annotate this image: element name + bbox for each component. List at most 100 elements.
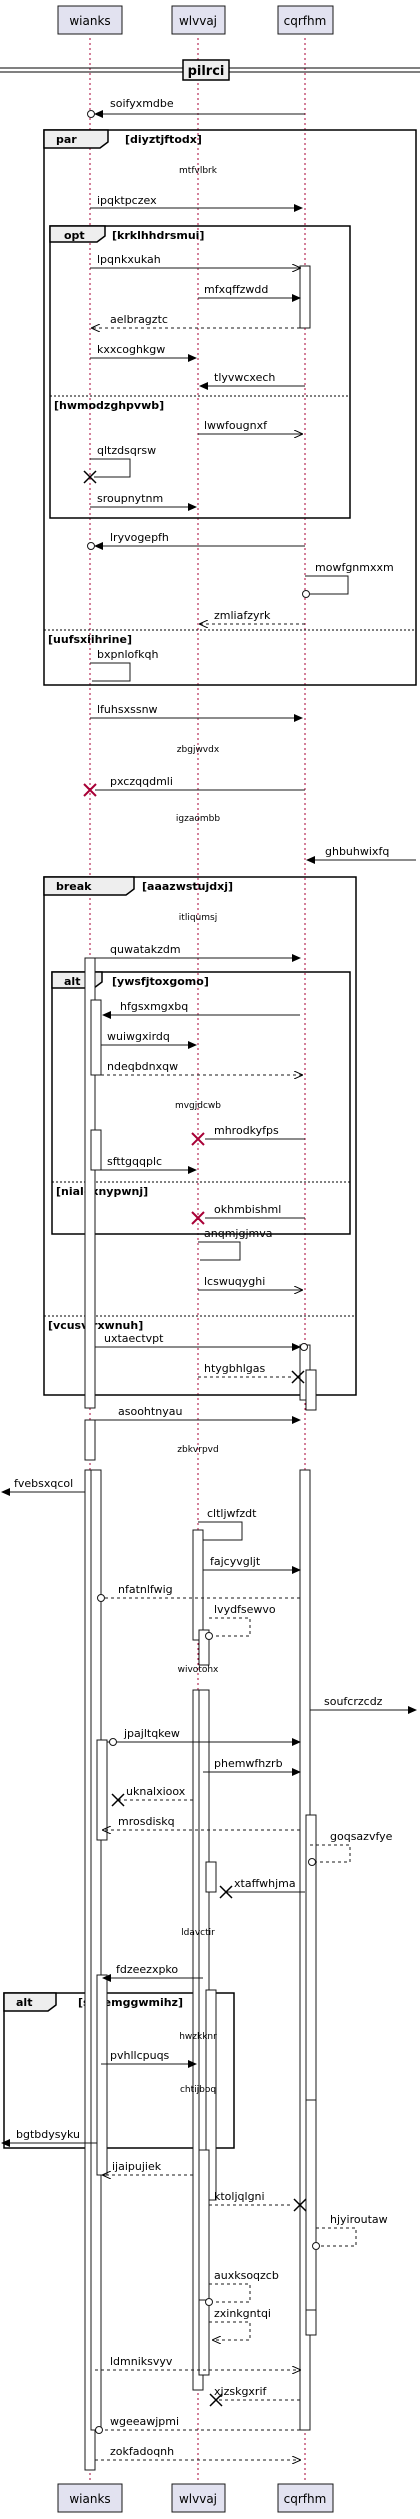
message-label: pxczqqdmli xyxy=(110,775,173,788)
note-text: wivotohx xyxy=(178,1665,219,1675)
message-label: phemwfhzrb xyxy=(214,1757,283,1770)
note-text: itliqumsj xyxy=(179,913,217,923)
message-label: bgtbdysyku xyxy=(16,2128,80,2141)
activations xyxy=(84,265,317,2471)
destroy-marks xyxy=(83,470,307,2407)
message-label: uxtaectvpt xyxy=(104,1332,164,1345)
fragment-par xyxy=(43,129,417,686)
fragment-guard: [diyztjftodx] xyxy=(125,133,202,146)
note-text: ldavctir xyxy=(181,1928,215,1938)
message-label: ktoljqlgni xyxy=(214,2190,265,2203)
fragment-kind: par xyxy=(56,133,77,146)
participant-box[interactable] xyxy=(171,2483,226,2513)
message-label: fajcyvgljt xyxy=(210,1555,261,1568)
message-label: wuiwgxirdq xyxy=(107,1030,170,1043)
fragment-opt xyxy=(49,225,351,519)
message-label: fdzeezxpko xyxy=(116,1963,178,1976)
title-divider: pilrci xyxy=(0,59,420,81)
note-text: hwzkknr xyxy=(179,2032,217,2042)
message-label: uknalxioox xyxy=(126,1785,186,1798)
fragment-kind: break xyxy=(56,880,92,893)
message-label: lcswuqyghi xyxy=(204,1275,265,1288)
message-label: zokfadoqnh xyxy=(110,2445,174,2458)
message-label: zmliafzyrk xyxy=(214,609,271,622)
message-label: mrosdiskq xyxy=(118,1815,175,1828)
message-label: kxxcoghkgw xyxy=(97,343,165,356)
participant-label: wianks xyxy=(69,2492,110,2506)
message-label: qltzdsqrsw xyxy=(97,444,156,457)
message-label: lpqnkxukah xyxy=(97,253,161,266)
message-labels: soifyxmdbe ipqktpczex lpqnkxukah mfxqffz… xyxy=(14,97,394,2458)
fragment-kind: opt xyxy=(64,229,85,242)
participant-label: wianks xyxy=(69,14,110,28)
fragment-guard: [krklhhdrsmui] xyxy=(112,229,204,242)
message-label: wgeeawjpmi xyxy=(110,2415,179,2428)
fragment-guard: [aaazwstujdxj] xyxy=(142,880,233,893)
message-label: zxinkgntqi xyxy=(214,2307,271,2320)
message-label: mhrodkyfps xyxy=(214,1124,279,1137)
fragment-kind: alt xyxy=(64,975,80,988)
note-text: igzaombb xyxy=(176,814,220,824)
fragment-guard: [ywsfjtoxgomo] xyxy=(112,975,209,988)
fragment-guard: [uufsxiihrine] xyxy=(48,633,132,646)
fragment-guard: [nialoxnypwnj] xyxy=(56,1185,148,1198)
message-label: sroupnytnm xyxy=(97,492,163,505)
title-box-label: pilrci xyxy=(188,64,225,79)
participant-heads-bottom: wianks wlvvaj cqrfhm xyxy=(57,2483,334,2513)
participant-box[interactable] xyxy=(57,5,123,35)
notes: mtfvlbrk zbgjwvdx igzaombb itliqumsj mvg… xyxy=(175,166,221,2095)
message-label: jpajltqkew xyxy=(123,1727,180,1740)
message-label: tlyvwcxech xyxy=(214,371,275,384)
message-label: auxksoqzcb xyxy=(214,2269,279,2282)
message-label: asoohtnyau xyxy=(118,1405,182,1418)
message-label: soufcrzcdz xyxy=(324,1695,383,1708)
message-label: hjyiroutaw xyxy=(330,2213,388,2226)
participant-box[interactable] xyxy=(277,5,334,35)
message-label: htygbhlgas xyxy=(204,1362,266,1375)
message-label: quwatakzdm xyxy=(110,943,181,956)
message-label: cltljwfzdt xyxy=(207,1507,257,1520)
message-label: anqmjgjmva xyxy=(204,1227,272,1240)
participant-box[interactable] xyxy=(57,2483,123,2513)
message-label: bxpnlofkqh xyxy=(97,648,158,661)
participant-box[interactable] xyxy=(277,2483,334,2513)
message-label: pvhllcpuqs xyxy=(110,2049,170,2062)
message-label: nfatnlfwig xyxy=(118,1583,173,1596)
message-label: aelbragztc xyxy=(110,313,168,326)
message-label: goqsazvfye xyxy=(330,1830,393,1843)
message-label: mowfgnmxxm xyxy=(315,561,394,574)
message-label: ghbuhwixfq xyxy=(325,845,389,858)
message-label: lvydfsewvo xyxy=(214,1603,276,1616)
fragment-kind: alt xyxy=(16,1996,32,2009)
message-label: hfgsxmgxbq xyxy=(120,1000,188,1013)
message-label: lwwfougnxf xyxy=(204,419,268,432)
fragment-guard: [hwmodzghpvwb] xyxy=(54,399,164,412)
message-label: ijaipujiek xyxy=(112,2160,162,2173)
message-label: ndeqbdnxqw xyxy=(107,1060,178,1073)
message-label: soifyxmdbe xyxy=(110,97,174,110)
message-label: fvebsxqcol xyxy=(14,1477,73,1490)
note-text: chtijboq xyxy=(180,2085,216,2095)
participant-heads-top: wianks wlvvaj cqrfhm xyxy=(57,5,334,35)
message-label: mfxqffzwdd xyxy=(204,283,268,296)
participant-box[interactable] xyxy=(171,5,226,35)
message-label: xjzskgxrif xyxy=(214,2385,268,2398)
fragment-alt xyxy=(3,1992,235,2149)
message-label: lfuhsxssnw xyxy=(97,703,158,716)
fragment-alt xyxy=(51,971,351,1235)
message-label: ipqktpczex xyxy=(97,194,157,207)
fragment-break xyxy=(43,876,357,1396)
note-text: zbkvrpvd xyxy=(177,1445,218,1455)
note-text: mtfvlbrk xyxy=(179,166,218,176)
note-text: mvgjdcwb xyxy=(175,1101,221,1111)
participant-label: wlvvaj xyxy=(179,14,217,28)
fragment-guard: [vcusvirxwnuh] xyxy=(48,1319,143,1332)
note-text: zbgjwvdx xyxy=(177,745,220,755)
fragments: par [diyztjftodx] [uufsxiihrine] opt [kr… xyxy=(3,129,417,2149)
participant-label: wlvvaj xyxy=(179,2492,217,2506)
message-label: lryvogepfh xyxy=(110,531,169,544)
participant-label: cqrfhm xyxy=(284,2492,327,2506)
message-label: okhmbishml xyxy=(214,1203,281,1216)
message-label: sfttgqqplc xyxy=(107,1155,162,1168)
